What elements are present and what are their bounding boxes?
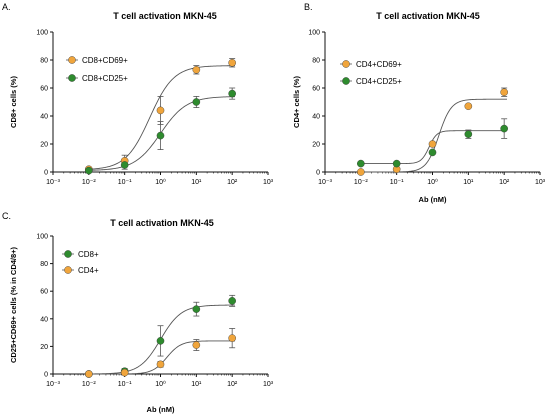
x-tick-label: 10⁻²	[82, 381, 96, 388]
legend-entry: CD4+	[62, 266, 99, 275]
data-point-series-1	[357, 168, 365, 176]
x-axis-label: Ab (nM)	[419, 195, 447, 204]
data-point-series-2	[228, 89, 236, 98]
x-tick-label: 10¹	[191, 179, 202, 186]
y-axis-label: CD8+ cells (%)	[9, 76, 18, 128]
y-axis-label: CD25+CD69+ cells (% in CD4/8+)	[9, 246, 18, 363]
chart-panel-3: C. T cell activation MKN-45 0 20 40 60 80 100 10…	[2, 211, 274, 414]
y-tick-label: 0	[44, 372, 48, 379]
y-tick-label: 0	[316, 170, 320, 177]
y-tick-label: 100	[36, 234, 48, 241]
x-tick-label: 10¹	[463, 179, 474, 186]
x-tick-label: 10⁻¹	[390, 179, 404, 186]
x-tick-label: 10²	[227, 179, 238, 186]
data-point-series-2	[156, 131, 165, 140]
x-axis-label: Ab (nM)	[147, 405, 175, 414]
data-point-series-2	[156, 360, 165, 369]
legend-entry: CD8+CD69+	[66, 56, 128, 65]
chart-panel-1: A. T cell activation MKN-45 0 20 40 60 80 100 10…	[2, 2, 274, 186]
legend-marker	[68, 74, 76, 82]
legend-entry: CD8+	[62, 250, 99, 259]
legend-label: CD4+CD69+	[356, 60, 402, 69]
data-point-series-1	[428, 140, 437, 148]
data-point-series-2	[85, 370, 93, 378]
data-point-series-1	[192, 66, 201, 74]
legend-label: CD4+	[78, 266, 99, 275]
x-tick-label: 10³	[263, 179, 274, 186]
x-tick-label: 10³	[263, 381, 274, 388]
y-tick-label: 80	[312, 58, 320, 65]
y-tick-label: 100	[308, 30, 320, 37]
data-point-series-2	[120, 161, 129, 169]
x-tick-label: 10⁻³	[46, 179, 60, 186]
x-tick-label: 10⁰	[155, 380, 166, 388]
x-tick-label: 10⁻³	[46, 381, 60, 388]
x-tick-label: 10¹	[191, 381, 202, 388]
data-point-series-1	[228, 297, 236, 305]
data-point-series-1	[156, 106, 165, 115]
y-tick-label: 60	[312, 86, 320, 93]
data-point-series-1	[500, 88, 508, 96]
legend-label: CD8+CD25+	[82, 74, 128, 83]
legend-marker	[342, 77, 350, 85]
legend-entry: CD4+CD69+	[340, 60, 402, 69]
panel-letter: C.	[2, 211, 11, 221]
x-tick-label: 10⁰	[155, 178, 166, 186]
x-tick-label: 10³	[535, 179, 546, 186]
y-tick-label: 40	[312, 114, 320, 121]
chart-title: T cell activation MKN-45	[113, 11, 217, 21]
legend-marker	[68, 56, 76, 64]
legend-marker	[342, 60, 350, 68]
y-tick-label: 40	[40, 114, 48, 121]
x-tick-label: 10⁻²	[82, 179, 96, 186]
x-tick-label: 10⁻¹	[118, 179, 132, 186]
y-tick-label: 60	[40, 86, 48, 93]
data-point-series-2	[392, 159, 401, 168]
y-tick-label: 100	[36, 30, 48, 37]
y-tick-label: 20	[312, 142, 320, 149]
data-point-series-1	[192, 305, 201, 313]
x-tick-label: 10²	[227, 381, 238, 388]
data-point-series-2	[228, 334, 236, 342]
y-axis-label: CD4+ cells (%)	[292, 76, 301, 128]
data-point-series-2	[192, 341, 201, 349]
x-tick-label: 10⁻¹	[118, 381, 132, 388]
data-point-series-1	[156, 337, 165, 345]
data-point-series-2	[357, 159, 365, 168]
x-tick-label: 10⁰	[427, 178, 438, 186]
y-tick-label: 80	[40, 261, 48, 268]
legend-label: CD4+CD25+	[356, 77, 402, 86]
y-tick-label: 0	[44, 170, 48, 177]
x-tick-label: 10⁻³	[318, 179, 332, 186]
x-tick-label: 10⁻²	[354, 179, 368, 186]
legend-label: CD8+CD69+	[82, 56, 128, 65]
data-point-series-2	[120, 368, 129, 377]
data-point-series-1	[464, 102, 473, 110]
chart-title: T cell activation MKN-45	[110, 218, 214, 228]
y-tick-label: 20	[40, 142, 48, 149]
legend-label: CD8+	[78, 250, 99, 259]
x-tick-label: 10²	[499, 179, 510, 186]
data-point-series-2	[192, 98, 201, 106]
y-tick-label: 60	[40, 289, 48, 296]
legend-entry: CD4+CD25+	[340, 77, 402, 86]
y-tick-label: 40	[40, 316, 48, 323]
chart-panel-2: B. T cell activation MKN-45 0 20 40 60 80 100 10…	[292, 2, 546, 204]
panel-letter: B.	[304, 2, 313, 12]
legend-entry: CD8+CD25+	[66, 74, 128, 83]
legend-marker	[64, 266, 72, 274]
data-point-series-1	[228, 59, 236, 67]
data-point-series-2	[85, 166, 93, 175]
fit-curve-series-1	[357, 98, 507, 173]
y-tick-label: 20	[40, 344, 48, 351]
panel-letter: A.	[2, 2, 11, 12]
data-point-series-2	[464, 130, 473, 138]
chart-title: T cell activation MKN-45	[376, 11, 480, 21]
data-point-series-2	[428, 148, 437, 157]
data-point-series-2	[500, 124, 508, 133]
y-tick-label: 80	[40, 58, 48, 65]
legend-marker	[64, 250, 72, 258]
